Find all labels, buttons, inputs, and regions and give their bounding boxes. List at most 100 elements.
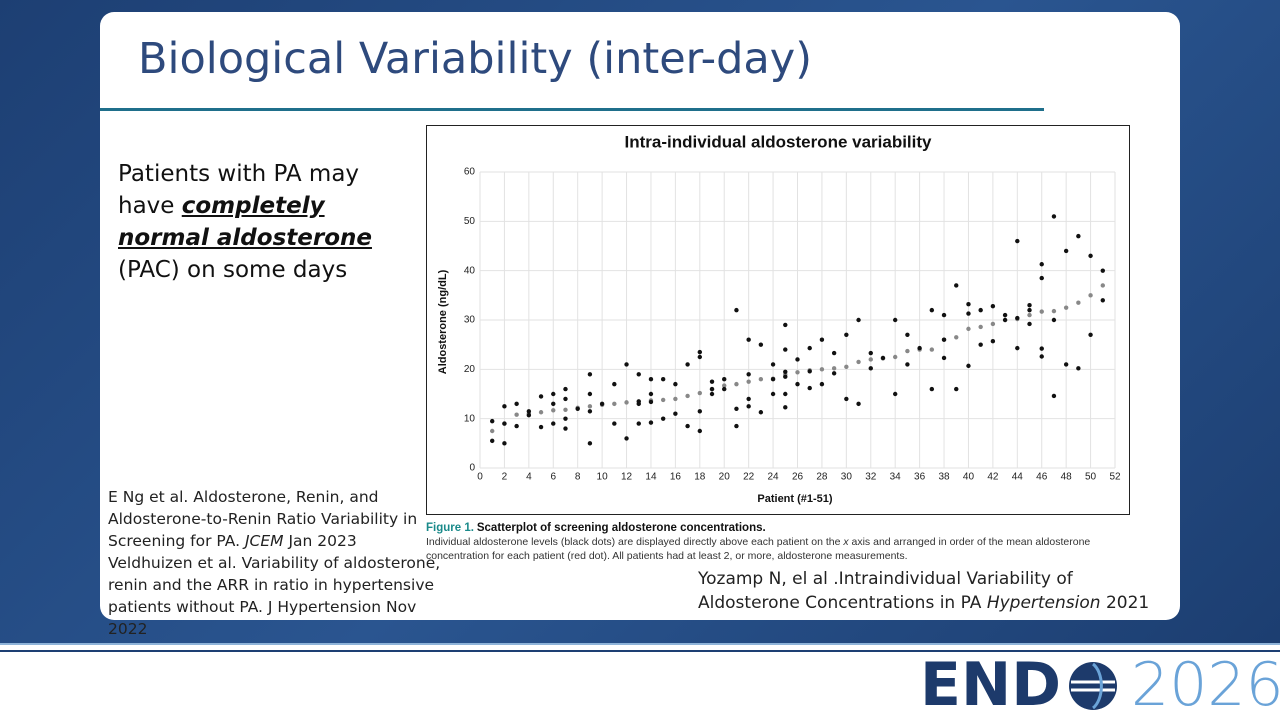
x-tick-label: 52 [1109, 472, 1121, 483]
y-tick-label: 50 [464, 216, 476, 227]
data-point [966, 326, 971, 332]
data-point [978, 342, 983, 347]
data-point [722, 383, 727, 388]
data-point [795, 357, 800, 362]
data-point [844, 396, 849, 402]
x-tick-label: 14 [645, 472, 657, 483]
data-point [978, 324, 983, 330]
data-point [990, 339, 996, 344]
data-point [514, 412, 519, 417]
y-tick-label: 30 [464, 315, 476, 326]
data-point [1063, 362, 1069, 367]
data-point [1088, 332, 1093, 337]
data-point [941, 312, 947, 318]
data-point [502, 404, 507, 409]
data-point [1015, 315, 1020, 321]
data-point [709, 386, 715, 392]
data-point [819, 381, 825, 387]
data-point [587, 372, 593, 377]
data-point [758, 377, 764, 382]
data-point [831, 350, 837, 356]
caption-label: Figure 1. [426, 522, 474, 534]
caption-part: x [843, 536, 849, 548]
x-tick-label: 28 [816, 472, 828, 483]
data-point [966, 363, 971, 369]
data-point [990, 321, 996, 327]
x-tick-label: 20 [719, 472, 731, 483]
x-tick-label: 6 [550, 472, 556, 483]
data-point [490, 438, 495, 444]
data-point [538, 394, 544, 399]
data-point [709, 379, 715, 384]
data-point [1088, 293, 1093, 298]
data-point [612, 381, 617, 387]
data-point [1039, 275, 1044, 281]
data-point [709, 391, 715, 397]
x-tick-label: 30 [841, 472, 853, 483]
slide-title: Biological Variability (inter-day) [138, 34, 812, 84]
data-point [538, 410, 544, 415]
data-point [673, 381, 678, 387]
x-tick-label: 32 [865, 472, 877, 483]
body-emphasis: completely normal aldosterone [118, 193, 372, 251]
data-point [868, 357, 873, 362]
data-point [697, 390, 703, 396]
data-point [563, 386, 568, 392]
chart-title: Intra-individual aldosterone variability [624, 132, 932, 151]
data-point [624, 362, 629, 367]
data-point [526, 413, 532, 418]
caption-part: axis and arranged in order of the mean a… [426, 536, 1091, 562]
data-point [685, 393, 690, 399]
data-point [770, 377, 776, 382]
data-point [526, 409, 532, 414]
data-point [1039, 309, 1044, 314]
caption-title: Scatterplot of screening aldosterone con… [476, 522, 766, 534]
title-rule [100, 108, 1044, 111]
data-point [783, 369, 788, 374]
data-point [1027, 303, 1032, 308]
data-point [1027, 312, 1032, 318]
data-point [978, 307, 983, 313]
data-point [892, 354, 898, 360]
x-tick-label: 4 [526, 472, 532, 483]
data-point [746, 379, 751, 384]
data-point [807, 345, 812, 351]
data-point [746, 396, 751, 402]
data-point [636, 372, 641, 377]
data-point [783, 347, 788, 352]
x-tick-label: 0 [477, 472, 483, 483]
data-point [844, 332, 849, 337]
x-tick-label: 36 [914, 472, 926, 483]
data-point [624, 400, 629, 405]
data-point [1027, 321, 1032, 327]
data-point [1051, 308, 1057, 314]
data-point [1027, 307, 1032, 313]
x-tick-label: 16 [670, 472, 682, 483]
data-point [722, 386, 727, 392]
y-tick-label: 20 [464, 364, 476, 375]
data-point [697, 349, 703, 355]
y-tick-label: 0 [469, 463, 475, 474]
data-point [1063, 305, 1069, 310]
data-point [722, 377, 727, 382]
data-point [563, 426, 568, 431]
data-point [563, 416, 568, 421]
data-point [734, 423, 739, 429]
x-tick-label: 18 [694, 472, 706, 483]
x-tick-label: 2 [502, 472, 508, 483]
data-point [648, 399, 654, 405]
reference: Yozamp N, el al .Intraindividual Variabi… [698, 567, 1178, 615]
data-point [941, 355, 947, 361]
reference-part: Jan 2023 [283, 532, 357, 550]
data-point [648, 377, 654, 382]
references: E Ng et al. Aldosterone, Renin, and Aldo… [108, 486, 453, 640]
data-point [1051, 393, 1057, 399]
data-point [514, 401, 519, 407]
figure-caption: Figure 1. Scatterplot of screening aldos… [426, 521, 1138, 563]
data-point [905, 348, 910, 354]
data-point [551, 421, 556, 426]
data-point [660, 416, 666, 421]
x-tick-label: 48 [1061, 472, 1073, 483]
data-point [1015, 238, 1020, 244]
data-point [856, 317, 861, 323]
